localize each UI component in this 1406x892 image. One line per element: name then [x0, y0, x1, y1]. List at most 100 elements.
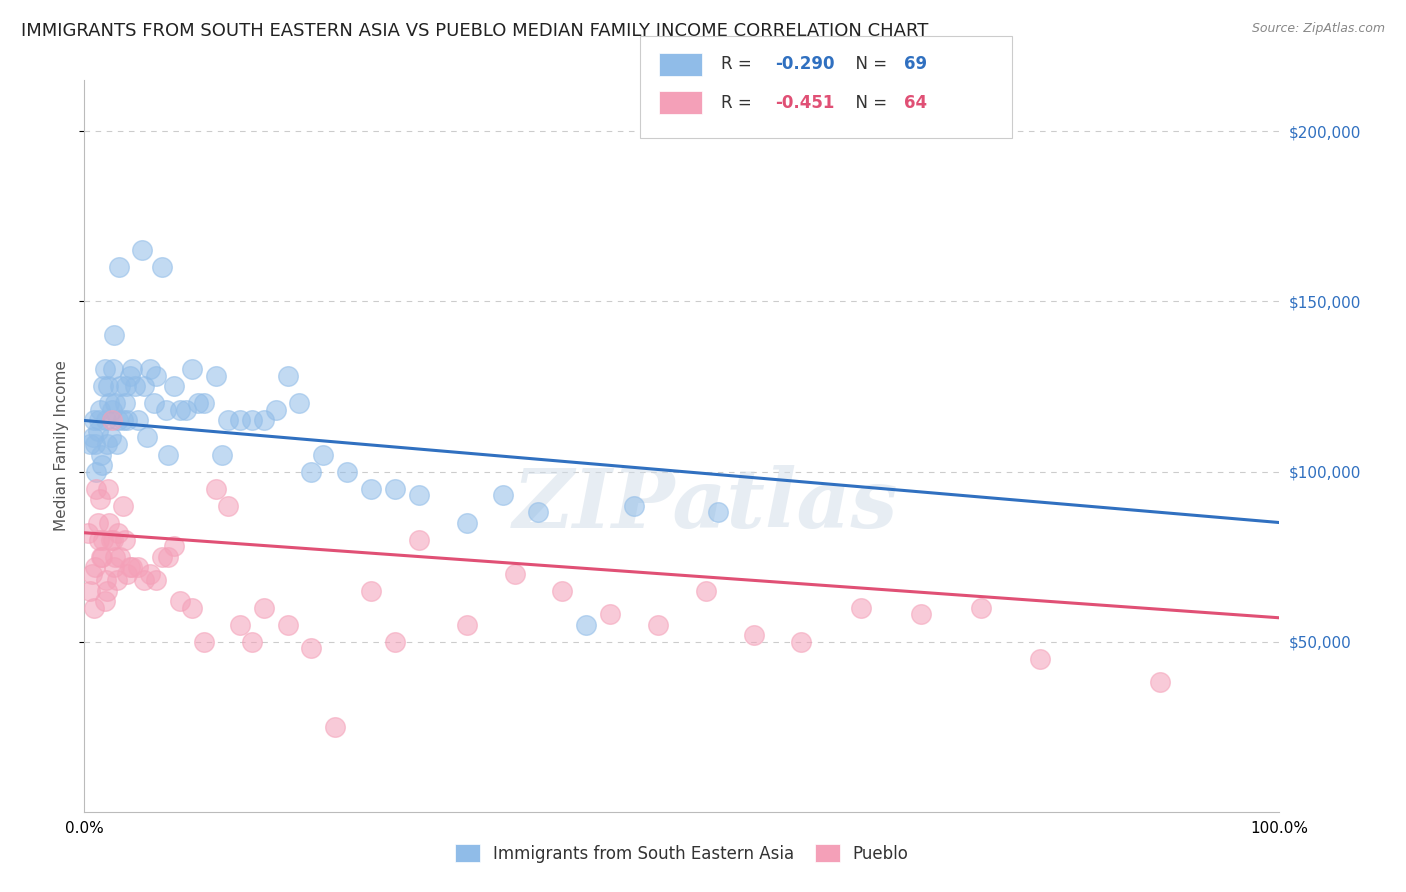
Point — [157, 549, 180, 564]
Point — [86, 516, 108, 530]
Y-axis label: Median Family Income: Median Family Income — [53, 360, 69, 532]
Point — [108, 260, 131, 275]
Point — [910, 607, 932, 622]
Point — [139, 566, 162, 581]
Point — [1029, 651, 1052, 665]
Point — [742, 628, 765, 642]
Point — [211, 448, 233, 462]
Point — [408, 533, 430, 547]
Point — [89, 491, 111, 506]
Point — [103, 328, 125, 343]
Point — [139, 362, 162, 376]
Point — [86, 482, 108, 496]
Point — [575, 617, 598, 632]
Point — [79, 583, 101, 598]
Point — [187, 396, 209, 410]
Point — [121, 559, 143, 574]
Point — [89, 403, 111, 417]
Point — [86, 465, 108, 479]
Point — [551, 583, 574, 598]
Point — [87, 413, 110, 427]
Point — [110, 549, 132, 564]
Point — [163, 540, 186, 554]
Point — [456, 617, 478, 632]
Point — [142, 396, 165, 410]
Point — [80, 566, 103, 581]
Point — [288, 396, 311, 410]
Point — [84, 559, 107, 574]
Point — [93, 533, 115, 547]
Point — [82, 430, 104, 444]
Point — [90, 448, 112, 462]
Point — [384, 634, 406, 648]
Point — [132, 379, 156, 393]
Point — [101, 403, 124, 417]
Point — [163, 379, 186, 393]
Text: IMMIGRANTS FROM SOUTH EASTERN ASIA VS PUEBLO MEDIAN FAMILY INCOME CORRELATION CH: IMMIGRANTS FROM SOUTH EASTERN ASIA VS PU… — [21, 22, 928, 40]
Point — [84, 437, 107, 451]
Point — [97, 379, 120, 393]
Text: N =: N = — [845, 55, 893, 73]
Point — [131, 244, 153, 258]
Text: R =: R = — [721, 55, 758, 73]
Point — [181, 600, 204, 615]
Point — [503, 566, 526, 581]
Point — [970, 600, 993, 615]
Point — [110, 379, 132, 393]
Point — [86, 424, 108, 438]
Point — [91, 458, 114, 472]
Point — [104, 396, 127, 410]
Point — [623, 499, 645, 513]
Point — [851, 600, 873, 615]
Point — [93, 594, 115, 608]
Point — [103, 559, 125, 574]
Point — [169, 403, 191, 417]
Text: R =: R = — [721, 94, 758, 112]
Text: Source: ZipAtlas.com: Source: ZipAtlas.com — [1251, 22, 1385, 36]
Legend: Immigrants from South Eastern Asia, Pueblo: Immigrants from South Eastern Asia, Pueb… — [449, 838, 915, 869]
Point — [325, 720, 347, 734]
Point — [312, 448, 335, 462]
Text: N =: N = — [845, 94, 893, 112]
Point — [145, 574, 167, 588]
Point — [695, 583, 717, 598]
Point — [96, 583, 118, 598]
Point — [101, 362, 124, 376]
Text: 69: 69 — [904, 55, 927, 73]
Text: -0.290: -0.290 — [775, 55, 834, 73]
Point — [118, 369, 141, 384]
Point — [492, 488, 515, 502]
Point — [647, 617, 669, 632]
Point — [118, 559, 141, 574]
Point — [277, 369, 299, 384]
Point — [205, 369, 228, 384]
Point — [111, 499, 134, 513]
Point — [1149, 675, 1171, 690]
Text: -0.451: -0.451 — [775, 94, 834, 112]
Point — [90, 549, 112, 564]
Point — [91, 549, 114, 564]
Point — [100, 430, 122, 444]
Point — [217, 499, 239, 513]
Text: ZIPatlas: ZIPatlas — [513, 465, 898, 544]
Point — [94, 413, 117, 427]
Point — [527, 505, 550, 519]
Point — [100, 533, 122, 547]
Point — [107, 525, 129, 540]
Point — [105, 437, 128, 451]
Point — [93, 379, 115, 393]
Point — [599, 607, 621, 622]
Point — [157, 448, 180, 462]
Point — [83, 413, 105, 427]
Point — [360, 583, 382, 598]
Point — [155, 403, 177, 417]
Point — [114, 396, 136, 410]
Point — [253, 600, 276, 615]
Point — [145, 369, 167, 384]
Point — [240, 634, 263, 648]
Point — [193, 634, 215, 648]
Point — [301, 641, 323, 656]
Point — [127, 413, 149, 427]
Point — [264, 403, 287, 417]
Point — [117, 413, 139, 427]
